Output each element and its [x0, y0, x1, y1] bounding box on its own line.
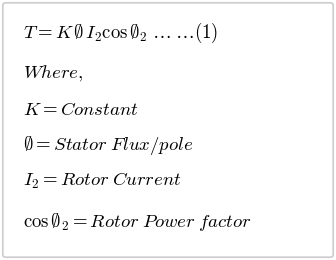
Text: $Where,$: $Where,$: [23, 64, 83, 84]
FancyBboxPatch shape: [3, 3, 333, 257]
Text: $T = K \, \emptyset \, I_2 \cos \emptyset_2 \; \ldots \; \ldots (1)$: $T = K \, \emptyset \, I_2 \cos \emptyse…: [23, 21, 218, 46]
Text: $K = Constant$: $K = Constant$: [23, 100, 138, 119]
Text: $\emptyset = Stator \; Flux/pole$: $\emptyset = Stator \; Flux/pole$: [23, 134, 193, 157]
Text: $\cos \emptyset_2 = Rotor \; Power \; factor$: $\cos \emptyset_2 = Rotor \; Power \; fa…: [23, 211, 251, 233]
Text: $I_2 = Rotor \; Current$: $I_2 = Rotor \; Current$: [23, 171, 181, 191]
